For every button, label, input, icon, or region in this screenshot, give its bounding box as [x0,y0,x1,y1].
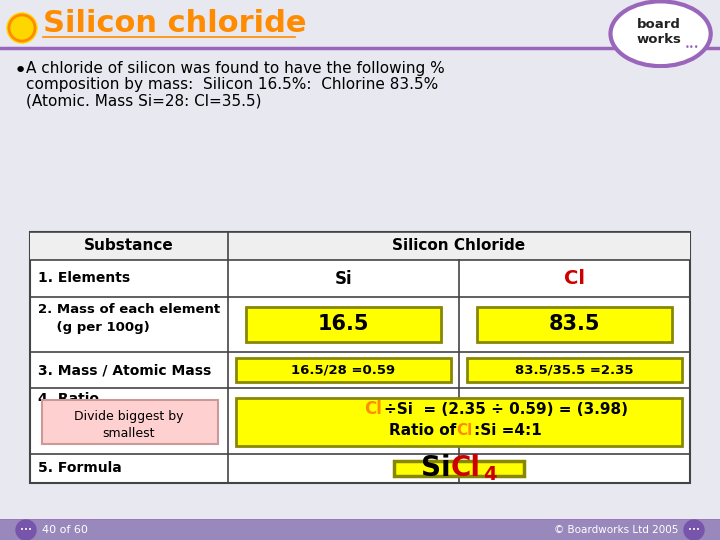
Text: 16.5/28 =0.59: 16.5/28 =0.59 [292,363,395,376]
Text: ÷Si  = (2.35 ÷ 0.59) = (3.98): ÷Si = (2.35 ÷ 0.59) = (3.98) [384,402,628,417]
Text: •••: ••• [685,43,699,52]
Text: Divide biggest by
smallest: Divide biggest by smallest [74,410,184,440]
Text: 2. Mass of each element
    (g per 100g): 2. Mass of each element (g per 100g) [38,303,220,334]
Circle shape [16,520,36,540]
Text: Silicon Chloride: Silicon Chloride [392,239,526,253]
Text: 4. Ratio: 4. Ratio [38,392,99,406]
FancyBboxPatch shape [30,232,690,483]
Text: 4: 4 [483,465,497,484]
Text: •: • [14,61,27,81]
Text: © Boardworks Ltd 2005: © Boardworks Ltd 2005 [554,525,678,535]
Text: Cl: Cl [451,455,481,483]
Text: 3. Mass / Atomic Mass: 3. Mass / Atomic Mass [38,363,211,377]
Text: 83.5: 83.5 [549,314,600,334]
Text: 1. Elements: 1. Elements [38,272,130,286]
Text: Silicon chloride: Silicon chloride [43,10,307,38]
FancyBboxPatch shape [246,307,441,342]
Text: (Atomic. Mass Si=28: Cl=35.5): (Atomic. Mass Si=28: Cl=35.5) [26,93,261,108]
Text: •••: ••• [688,527,700,533]
Text: :Si =4:1: :Si =4:1 [474,423,541,438]
Text: composition by mass:  Silicon 16.5%:  Chlorine 83.5%: composition by mass: Silicon 16.5%: Chlo… [26,77,438,92]
Text: Substance: Substance [84,239,174,253]
Circle shape [7,13,37,43]
Text: Cl: Cl [564,269,585,288]
FancyBboxPatch shape [236,358,451,382]
Text: 40 of 60: 40 of 60 [42,525,88,535]
FancyBboxPatch shape [236,398,682,446]
Text: 83.5/35.5 =2.35: 83.5/35.5 =2.35 [516,363,634,376]
FancyBboxPatch shape [0,520,720,540]
Text: Si: Si [421,455,451,483]
Circle shape [611,2,711,66]
Text: Cl: Cl [364,400,382,418]
Text: •••: ••• [20,527,32,533]
Text: Ratio of: Ratio of [389,423,462,438]
Text: board: board [636,18,680,31]
Text: Si: Si [335,269,352,287]
Text: Cl: Cl [456,423,472,438]
FancyBboxPatch shape [30,232,690,260]
FancyBboxPatch shape [467,358,682,382]
FancyBboxPatch shape [394,461,524,476]
FancyBboxPatch shape [42,400,218,444]
Text: 16.5: 16.5 [318,314,369,334]
Text: works: works [636,32,681,46]
Circle shape [684,520,704,540]
FancyBboxPatch shape [477,307,672,342]
Text: 5. Formula: 5. Formula [38,462,122,476]
Text: A chloride of silicon was found to have the following %: A chloride of silicon was found to have … [26,61,445,76]
